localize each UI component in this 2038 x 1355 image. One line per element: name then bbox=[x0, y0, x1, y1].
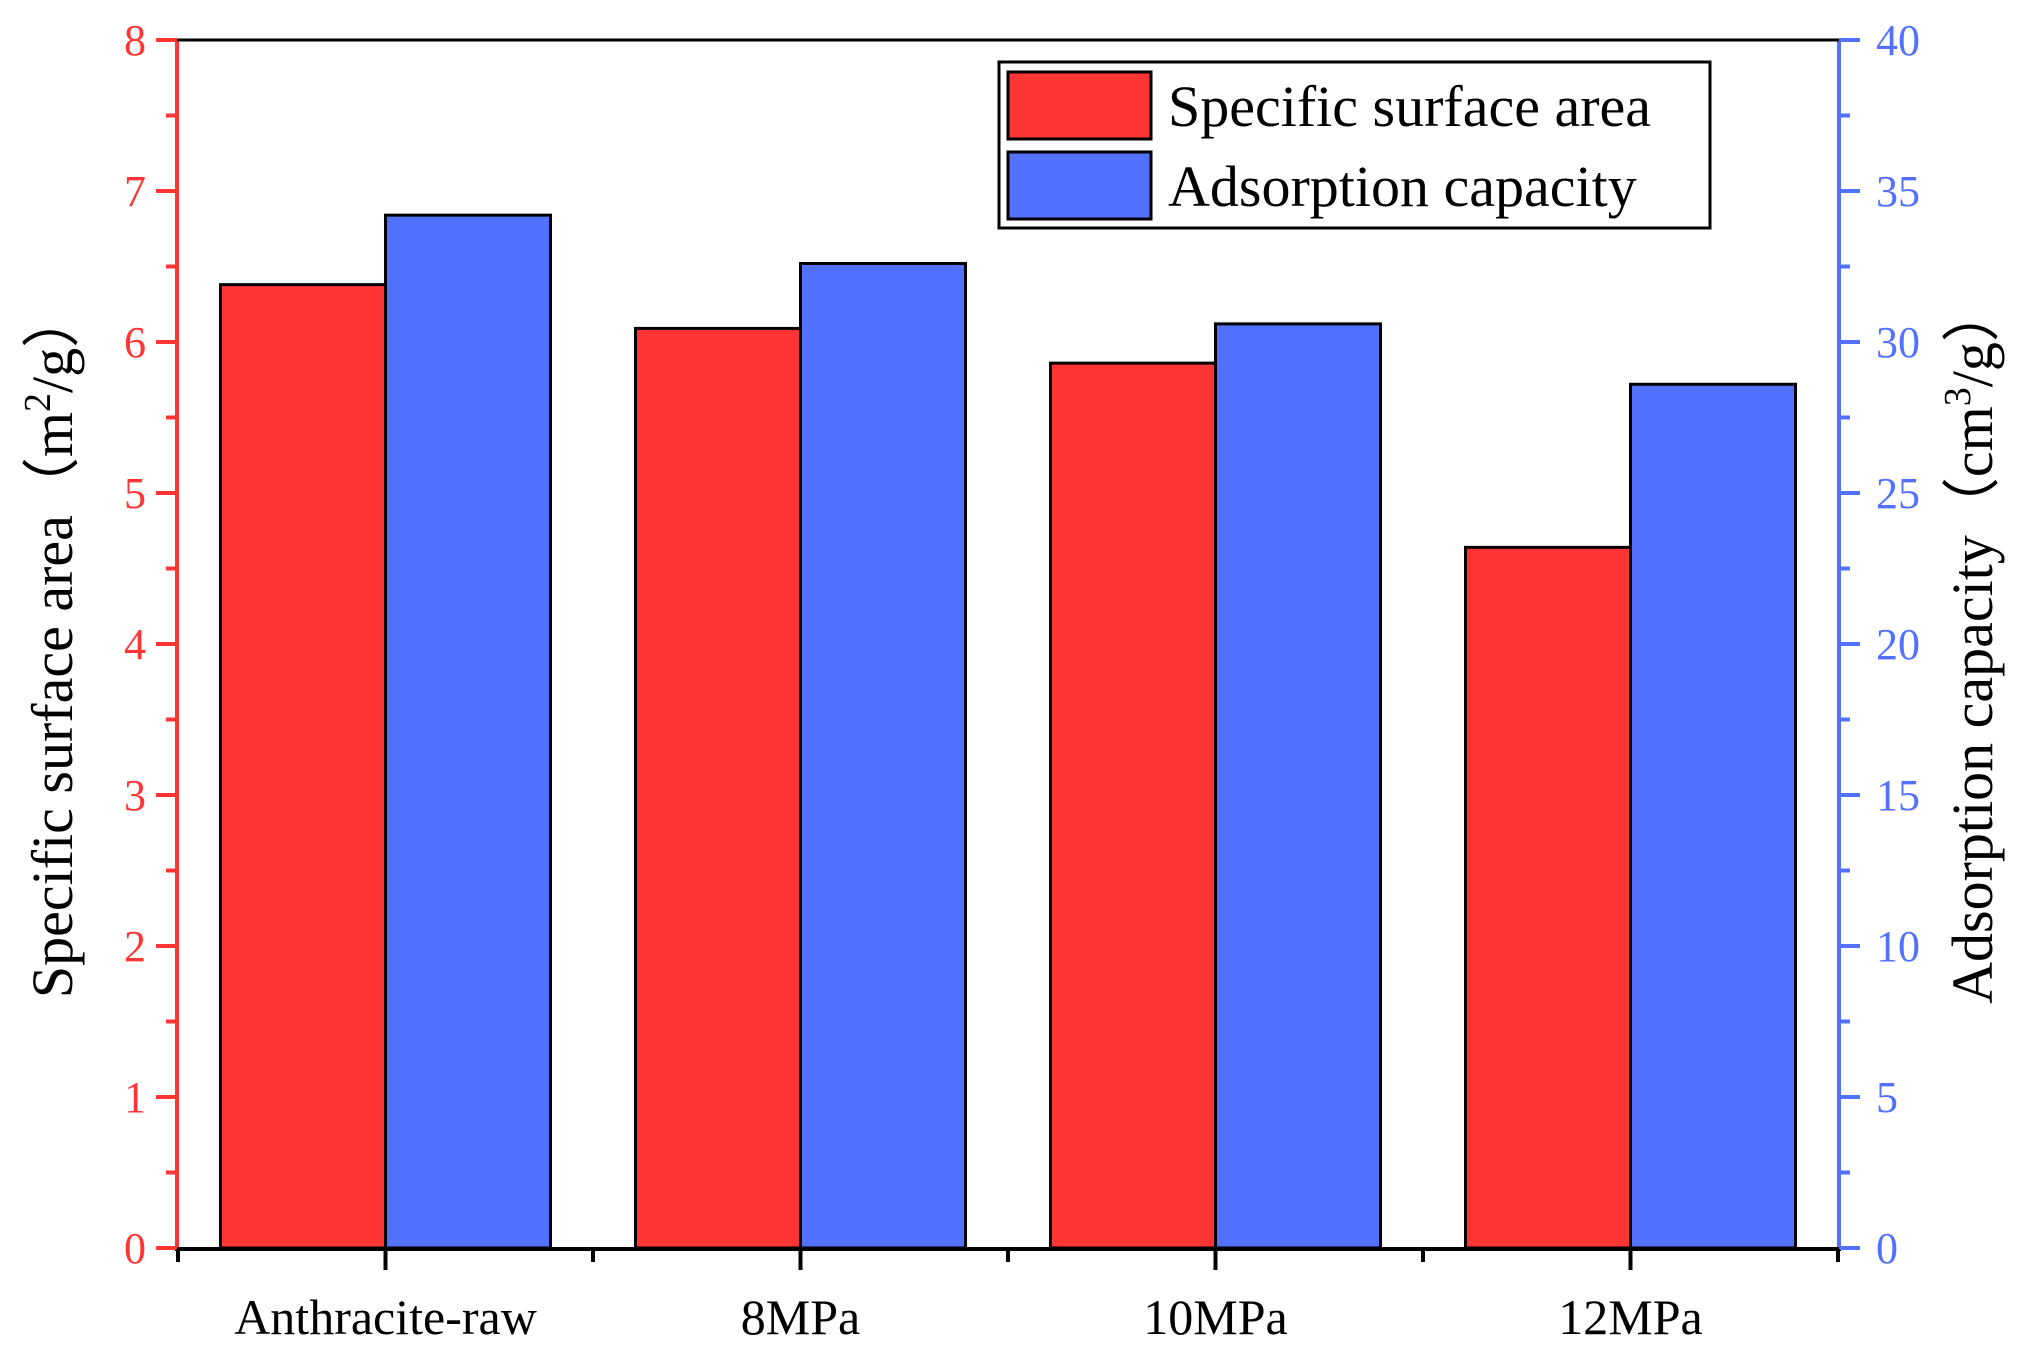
bar-surface-area-4 bbox=[1464, 545, 1632, 1250]
bar-adsorption-2 bbox=[799, 261, 967, 1250]
right-tick-label: 20 bbox=[1876, 620, 1920, 669]
left-tick-label: 8 bbox=[124, 16, 146, 65]
bar-adsorption-4 bbox=[1629, 382, 1797, 1250]
bar-surface-area-3 bbox=[1049, 361, 1217, 1250]
left-tick-label: 0 bbox=[124, 1224, 146, 1273]
left-y-axis-title: Specific surface area（m2/g） bbox=[17, 290, 85, 998]
legend-label-surface-area: Specific surface area bbox=[1168, 74, 1651, 139]
x-tick-label: 8MPa bbox=[741, 1289, 860, 1345]
axes-layer: 0 1 2 3 4 5 6 7 8 0 5 10 15 20 25 30 35 40 Anthracite-raw 8… bbox=[17, 16, 2005, 1345]
left-tick-label: 1 bbox=[124, 1073, 146, 1122]
left-tick-label: 6 bbox=[124, 318, 146, 367]
right-y-axis-title: Adsorption capacity（cm3/g） bbox=[1937, 284, 2005, 1004]
right-tick-label: 15 bbox=[1876, 771, 1920, 820]
right-tick-label: 40 bbox=[1876, 16, 1920, 65]
right-tick-label: 30 bbox=[1876, 318, 1920, 367]
right-tick-label: 5 bbox=[1876, 1073, 1898, 1122]
left-tick-label: 2 bbox=[124, 922, 146, 971]
right-tick-label: 0 bbox=[1876, 1224, 1898, 1273]
left-tick-label: 5 bbox=[124, 469, 146, 518]
x-tick-label: Anthracite-raw bbox=[234, 1289, 537, 1345]
right-tick-label: 10 bbox=[1876, 922, 1920, 971]
bar-adsorption-3 bbox=[1214, 322, 1382, 1250]
bar-surface-area-1 bbox=[219, 283, 387, 1250]
legend-swatch-surface-area bbox=[1006, 70, 1153, 141]
legend: Specific surface area Adsorption capacity bbox=[997, 60, 1712, 230]
left-tick-label: 4 bbox=[124, 620, 146, 669]
bars-layer bbox=[219, 213, 1797, 1250]
bar-adsorption-1 bbox=[384, 213, 552, 1250]
x-tick-label: 10MPa bbox=[1143, 1289, 1287, 1345]
x-tick-label: 12MPa bbox=[1558, 1289, 1702, 1345]
bar-surface-area-2 bbox=[634, 326, 802, 1250]
left-tick-label: 7 bbox=[124, 167, 146, 216]
left-tick-label: 3 bbox=[124, 771, 146, 820]
right-tick-label: 25 bbox=[1876, 469, 1920, 518]
legend-label-adsorption: Adsorption capacity bbox=[1168, 154, 1637, 219]
legend-swatch-adsorption bbox=[1006, 150, 1153, 221]
right-tick-label: 35 bbox=[1876, 167, 1920, 216]
